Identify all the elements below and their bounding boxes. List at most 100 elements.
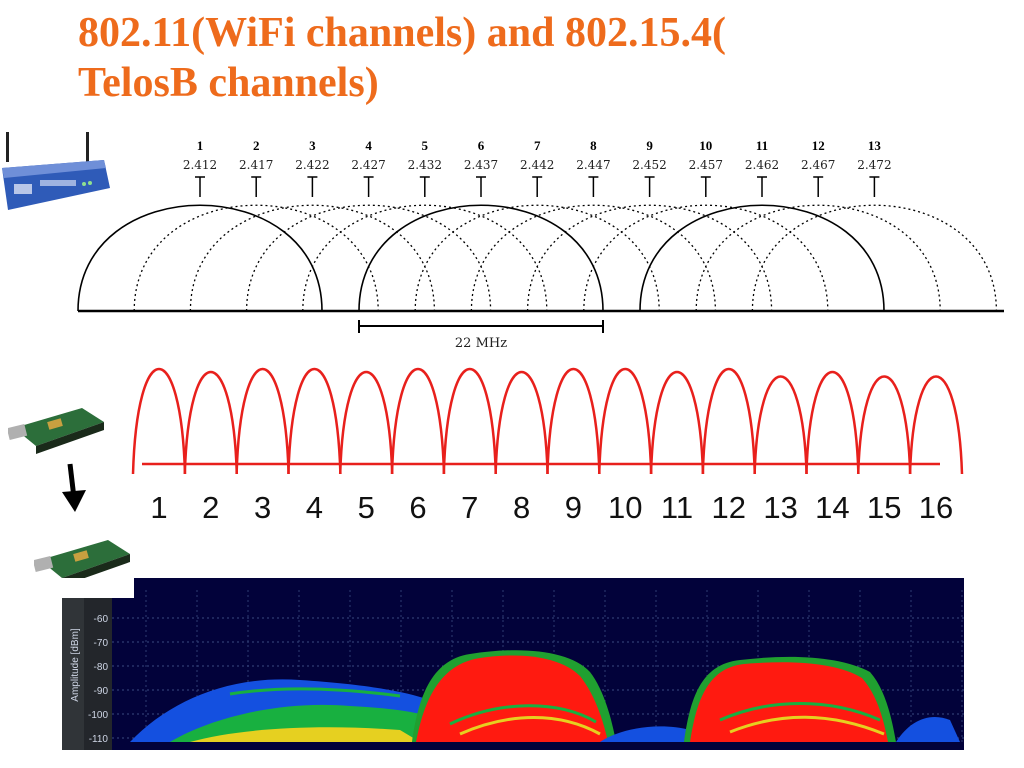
zigbee-channel-label: 6 — [409, 490, 426, 525]
wifi-channel-curve — [751, 204, 998, 312]
arrow-down-icon — [62, 463, 86, 512]
zigbee-channel-curve — [649, 370, 705, 475]
zigbee-channel-label: 14 — [815, 490, 849, 525]
zigbee-channel-label: 15 — [867, 490, 901, 525]
zigbee-channel-curve — [131, 368, 187, 475]
spectrum-corner-mask — [62, 578, 134, 598]
wifi-channel-frequency: 2.467 — [801, 158, 835, 172]
zigbee-channel-layer: 1 2 3 4 5 6 7 8 9 10 11 12 13 14 15 16 — [131, 368, 964, 525]
wifi-channel-number: 9 — [646, 138, 653, 153]
zigbee-channel-label: 10 — [608, 490, 642, 525]
wifi-channel-curve — [695, 204, 941, 312]
spectrum-streak — [729, 715, 885, 736]
bandwidth-label: 22 MHz — [455, 336, 507, 351]
wifi-channel-curve — [77, 204, 323, 312]
wifi-channel-number: 3 — [309, 138, 316, 153]
wifi-channel-frequency: 2.472 — [857, 158, 891, 172]
zigbee-channel-label: 11 — [661, 490, 693, 525]
wifi-channel-curve — [358, 204, 604, 312]
wifi-channel-frequency: 2.412 — [183, 158, 217, 172]
spectrum-ytick-label: -110 — [89, 734, 109, 745]
wifi-channel-number: 4 — [365, 138, 372, 153]
zigbee-channel-label: 1 — [150, 490, 167, 525]
wifi-channel-frequency: 2.432 — [408, 158, 442, 172]
spectrum-ytick-label: -100 — [88, 710, 108, 721]
zigbee-channel-label: 7 — [461, 490, 478, 525]
wifi-channel-frequency: 2.427 — [351, 158, 385, 172]
wifi-channel-number: 13 — [868, 138, 882, 153]
wifi-channel-layer: 1 2.412 2 2.417 3 2.422 4 2.427 5 2.432 6 2.437 7 2.4… — [77, 138, 1004, 351]
zigbee-channel-curve — [908, 375, 964, 475]
spectrum-streak — [459, 716, 601, 736]
zigbee-channel-curve — [856, 375, 912, 475]
wifi-channel-number: 10 — [699, 138, 712, 153]
wifi-channel-frequency: 2.437 — [464, 158, 498, 172]
spectrum-noise-band — [190, 727, 420, 742]
spectrum-noise-band — [600, 726, 690, 742]
zigbee-channel-curve — [338, 370, 394, 475]
wifi-channel-number: 1 — [197, 138, 204, 153]
wifi-channel-curve — [245, 204, 492, 312]
wifi-channel-frequency: 2.442 — [520, 158, 554, 172]
wifi-channel-curve — [526, 204, 773, 312]
wifi-channel-curve — [133, 204, 379, 312]
spectrum-axis-band — [62, 598, 84, 750]
spectrum-ytick-label: -90 — [94, 686, 109, 697]
zigbee-channel-label: 9 — [565, 490, 582, 525]
spectrum-plot: -60 -70 -80 -90 -100 -110 Amplitude [dBm] — [62, 578, 964, 750]
zigbee-channel-label: 8 — [513, 490, 530, 525]
wifi-channel-number: 7 — [534, 138, 541, 153]
spectrum-streak — [719, 702, 881, 722]
wifi-channel-curve — [414, 204, 660, 312]
spectrum-ytick-label: -70 — [94, 638, 109, 649]
wifi-channel-curve — [302, 204, 548, 312]
slide-title-line1: 802.11(WiFi channels) and 802.15.4( — [78, 10, 726, 56]
wifi-channel-frequency: 2.462 — [745, 158, 779, 172]
spectrum-ytick-label: -80 — [94, 662, 109, 673]
wifi-channel-frequency: 2.417 — [239, 158, 273, 172]
slide-title-line2: TelosB channels) — [78, 60, 379, 106]
wifi-channel-number: 2 — [253, 138, 260, 153]
zigbee-channel-label: 16 — [919, 490, 953, 525]
wifi-channel-number: 11 — [756, 138, 768, 153]
spectrum-tick-band — [84, 598, 112, 750]
zigbee-channel-label: 5 — [358, 490, 375, 525]
wifi-channel-number: 6 — [478, 138, 485, 153]
zigbee-channel-curve — [805, 370, 860, 475]
telosb-mote-icon — [8, 408, 104, 454]
zigbee-channel-label: 13 — [763, 490, 797, 525]
zigbee-channel-label: 4 — [306, 490, 323, 525]
slide-title: 802.11(WiFi channels) and 802.15.4( Telo… — [78, 8, 978, 108]
zigbee-channel-label: 2 — [202, 490, 219, 525]
spectrum-streak — [449, 704, 597, 726]
zigbee-channel-curve — [494, 370, 549, 475]
zigbee-channel-curve — [287, 368, 342, 475]
wifi-channel-curve — [189, 204, 436, 312]
spectrum-streak — [229, 687, 401, 698]
zigbee-channel-curve — [546, 368, 601, 475]
wifi-channel-number: 8 — [590, 138, 597, 153]
wifi-router-icon — [2, 132, 110, 210]
wifi-channel-number: 5 — [422, 138, 429, 153]
wifi-channel-curve — [583, 204, 829, 312]
zigbee-channel-curve — [597, 368, 653, 475]
wifi-channel-frequency: 2.422 — [295, 158, 329, 172]
wifi-channel-frequency: 2.452 — [632, 158, 666, 172]
zigbee-channel-curve — [235, 368, 290, 475]
wifi-channel-curve — [470, 204, 717, 312]
wifi-channel-frequency: 2.457 — [689, 158, 723, 172]
spectrum-ytick-label: -60 — [94, 614, 109, 625]
spectrum-ylabel: Amplitude [dBm] — [70, 628, 81, 702]
zigbee-channel-curve — [753, 375, 808, 475]
wifi-channel-frequency: 2.447 — [576, 158, 610, 172]
zigbee-channel-curve — [390, 368, 446, 475]
spectrum-noise-band — [896, 716, 960, 742]
telosb-mote-icon — [34, 540, 130, 586]
zigbee-channel-label: 3 — [254, 490, 271, 525]
wifi-channel-number: 12 — [812, 138, 825, 153]
wifi-channel-curve — [639, 204, 885, 312]
zigbee-channel-curve — [442, 368, 498, 475]
zigbee-channel-curve — [701, 368, 757, 475]
zigbee-channel-label: 12 — [712, 490, 746, 525]
